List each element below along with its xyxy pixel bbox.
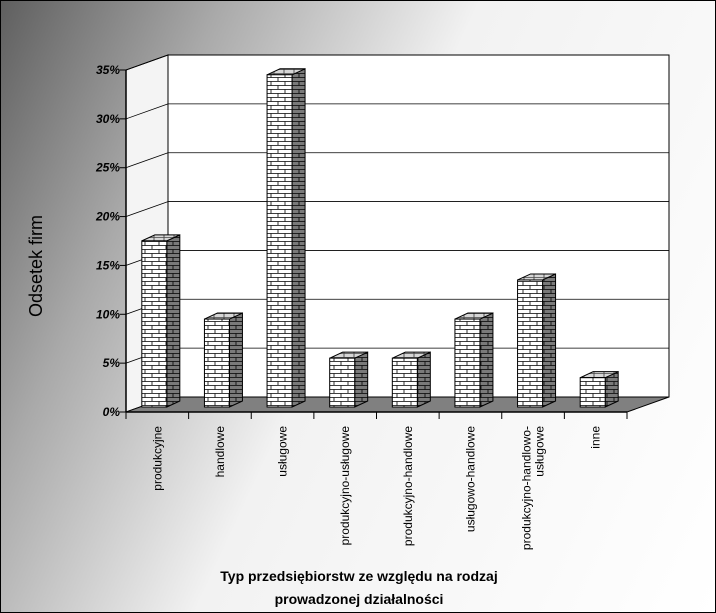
bar-front [141, 240, 168, 408]
bar-side [542, 273, 557, 408]
bar-side [416, 351, 431, 408]
bar [517, 273, 557, 408]
x-tick-label: produkcyjno-usługowe [338, 426, 352, 546]
x-tick-label: inne [589, 426, 603, 449]
bar [141, 234, 181, 408]
bar-side [166, 234, 181, 408]
x-tick-label: usługowe [533, 426, 547, 477]
bar-front [579, 377, 606, 408]
bar [579, 370, 619, 408]
gridline-side [125, 152, 169, 169]
y-tick-label: 25% [95, 161, 120, 175]
bar-front [454, 318, 481, 408]
bar-front [391, 357, 418, 408]
x-tick-label: usługowe [276, 426, 290, 477]
gridline-side [125, 54, 169, 71]
bar-side [228, 312, 243, 408]
gridlines [125, 54, 669, 364]
y-tick-label: 5% [103, 356, 121, 370]
y-tick-label: 20% [95, 210, 120, 224]
x-tick-label: produkcyjno-handlowo- [520, 426, 534, 550]
x-tick-label: usługowo-handlowe [463, 426, 477, 532]
bar-side [291, 67, 306, 408]
y-tick-label: 35% [96, 63, 120, 77]
bar [329, 351, 369, 408]
bar-side [354, 351, 369, 408]
x-tick-label: handlowe [213, 426, 227, 478]
y-axis-label: Odsetek firm [26, 215, 46, 317]
back-wall [167, 54, 670, 398]
y-tick-label: 0% [103, 405, 121, 419]
bar-front [203, 318, 230, 408]
x-tick-label: produkcyjne [150, 426, 164, 491]
bar [203, 312, 243, 408]
bar [391, 351, 431, 408]
bar-front [266, 74, 293, 408]
bar-side [479, 312, 494, 408]
gridline-side [125, 201, 169, 217]
bar [266, 67, 306, 408]
x-axis-ticks: produkcyjne handlowe usługowe produkcyjno-u… [125, 412, 628, 550]
x-axis-title-line-2: prowadzonej działalności [275, 591, 444, 607]
x-axis-title-line-1: Typ przedsiębiorstw ze względu na rodzaj [220, 568, 497, 584]
y-axis-ticks: 0% 5% 10% 15% 20% 25% 30% 35% [95, 63, 126, 419]
bar-front [517, 279, 544, 408]
bars [141, 67, 619, 408]
y-tick-label: 10% [96, 307, 120, 321]
y-tick-label: 30% [96, 112, 120, 126]
bar-front [329, 357, 356, 408]
bar [454, 312, 494, 408]
x-tick-label: produkcyjno-handlowe [401, 426, 415, 546]
y-tick-label: 15% [96, 258, 120, 272]
gridline-side [125, 103, 169, 120]
